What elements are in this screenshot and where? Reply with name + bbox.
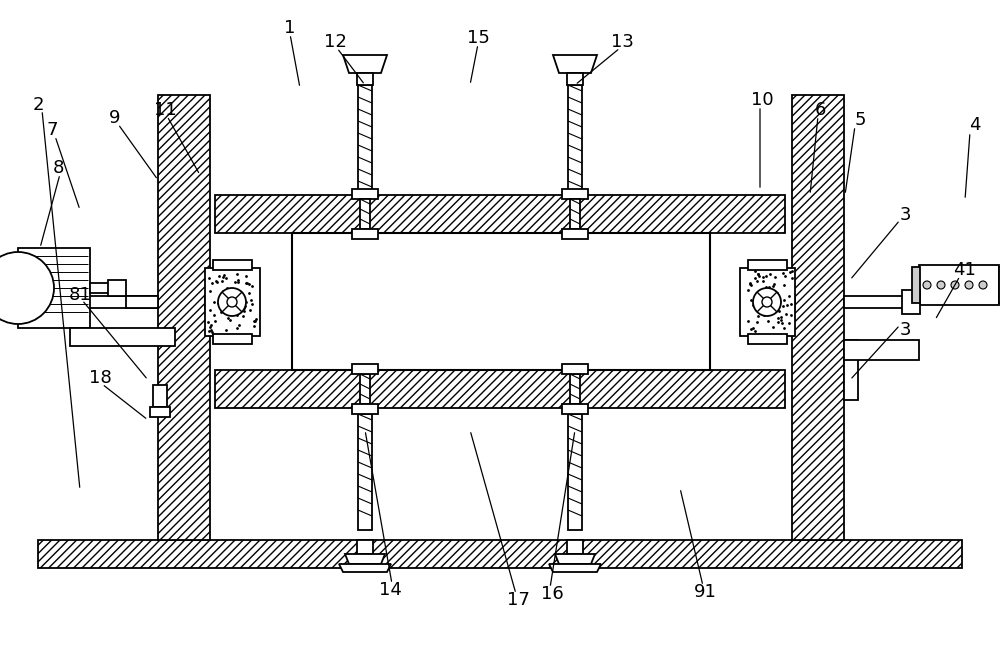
Text: 18: 18 [89,369,111,387]
Bar [844,340,919,360]
Bar [748,260,787,270]
Bar [562,404,588,414]
Polygon shape [339,564,391,572]
Polygon shape [555,554,595,564]
Bar [562,189,588,199]
Bar [570,374,580,404]
Text: 81: 81 [69,286,91,304]
Bar [213,334,252,344]
Bar [740,268,795,336]
Text: 3: 3 [899,321,911,339]
Text: 17: 17 [507,591,529,609]
Bar [213,260,252,270]
Bar [352,404,378,414]
Circle shape [762,297,772,307]
Circle shape [227,297,237,307]
Bar [63,296,158,308]
Bar [844,340,858,400]
Polygon shape [343,55,387,73]
Text: 2: 2 [32,96,44,114]
Text: 4: 4 [969,116,981,134]
Bar [150,407,170,417]
Text: 11: 11 [154,101,176,119]
Bar [352,229,378,239]
Bar [912,267,920,303]
Bar [357,73,373,85]
Text: 12: 12 [324,33,346,51]
Text: 13: 13 [611,33,633,51]
Text: 3: 3 [899,206,911,224]
Bar [205,268,260,336]
Bar [18,248,90,328]
Bar [205,295,210,309]
Bar [352,189,378,199]
Bar [352,364,378,374]
Text: 10: 10 [751,91,773,109]
Bar [567,540,583,554]
Bar [292,233,710,370]
Circle shape [979,281,987,289]
Polygon shape [345,554,385,564]
Circle shape [753,288,781,316]
Circle shape [218,288,246,316]
Bar [215,195,785,233]
Text: 91: 91 [694,583,716,601]
Bar [90,283,110,293]
Text: 6: 6 [814,101,826,119]
Bar [126,296,158,308]
Circle shape [923,281,931,289]
Bar [360,374,370,404]
Text: 8: 8 [52,159,64,177]
Bar [357,540,373,554]
Bar [158,95,210,540]
Text: 14: 14 [379,581,401,599]
Bar [570,199,580,229]
Bar [562,364,588,374]
Text: 7: 7 [46,121,58,139]
Bar [108,280,126,296]
Bar [902,290,920,314]
Circle shape [0,252,54,324]
Bar [792,95,844,540]
Bar [360,199,370,229]
Circle shape [965,281,973,289]
Bar [792,295,795,309]
Bar [358,414,372,530]
Bar [215,370,785,408]
Circle shape [951,281,959,289]
Bar [70,328,175,346]
Bar [919,265,999,305]
Bar [358,85,372,195]
Bar [562,229,588,239]
Text: 41: 41 [954,261,976,279]
Text: 15: 15 [467,29,489,47]
Polygon shape [553,55,597,73]
Text: 16: 16 [541,585,563,603]
Text: 9: 9 [109,109,121,127]
Bar [153,385,167,407]
Polygon shape [549,564,601,572]
Bar [999,267,1000,303]
Text: 5: 5 [854,111,866,129]
Bar [568,85,582,195]
Circle shape [937,281,945,289]
Text: 1: 1 [284,19,296,37]
Bar [568,414,582,530]
Bar [567,73,583,85]
Bar [38,540,962,568]
Bar [748,334,787,344]
Bar [844,296,904,308]
